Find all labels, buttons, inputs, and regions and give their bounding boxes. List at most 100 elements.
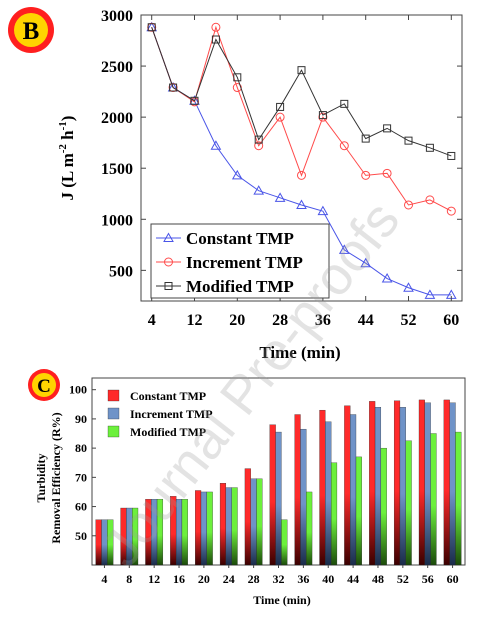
bar-modified-tmp	[405, 440, 412, 566]
bar-chart-x-tick-label: 8	[126, 572, 132, 586]
data-point-increment-tmp	[339, 141, 349, 151]
line-chart-y-tick-label: 1000	[101, 212, 133, 229]
data-point-constant-tmp	[231, 169, 243, 180]
line-chart-x-tick-label: 52	[401, 312, 417, 329]
data-point-constant-tmp	[403, 282, 414, 292]
legend-swatch-modified-tmp	[107, 425, 120, 438]
data-point-constant-tmp	[253, 185, 265, 195]
data-point-constant-tmp	[338, 244, 350, 254]
series-increment-tmp	[147, 22, 456, 216]
bar-chart-x-axis-label: Time (min)	[253, 593, 310, 607]
line-chart-x-tick-label: 44	[358, 312, 374, 329]
legend-label-constant-tmp: Constant TMP	[186, 229, 294, 248]
bar-chart-x-tick-label: 36	[297, 572, 309, 586]
data-point-increment-tmp	[275, 112, 285, 122]
bar-chart-x-tick-label: 4	[101, 572, 107, 586]
bar-chart-x-tick-label: 52	[397, 572, 409, 586]
data-point-increment-tmp	[211, 22, 221, 32]
legend-label-increment-tmp: Increment TMP	[130, 407, 213, 421]
bar-modified-tmp	[430, 433, 437, 566]
line-chart-marks	[146, 21, 457, 299]
bar-chart-x-tick-label: 28	[248, 572, 260, 586]
bar-chart-legend: Constant TMP Increment TMP Modified TMP	[107, 389, 213, 439]
bar-increment-tmp	[250, 478, 257, 566]
bar-modified-tmp	[306, 491, 313, 566]
bar-modified-tmp	[355, 456, 362, 566]
bar-modified-tmp	[156, 499, 164, 566]
line-chart-y-label-main: J (L m	[58, 153, 77, 200]
bar-chart-x-tick-label: 40	[322, 572, 334, 586]
legend-swatch-marker	[163, 232, 174, 242]
bar-increment-tmp	[399, 407, 406, 566]
bar-increment-tmp	[200, 491, 207, 566]
series-modified-tmp	[147, 23, 456, 160]
line-chart-y-tick-label: 1500	[101, 161, 133, 178]
data-point-increment-tmp	[446, 206, 456, 216]
bar-increment-tmp	[300, 428, 307, 566]
line-chart-x-tick-label: 28	[272, 312, 288, 329]
bar-modified-tmp	[181, 499, 188, 566]
line-chart-y-label-sup1: -2	[57, 144, 69, 154]
bar-chart-x-ticks: 4 8 12 16 20 24 28 32 36 40 44 48 52 56 60	[101, 565, 459, 586]
data-point-constant-tmp	[360, 257, 372, 268]
bar-constant-tmp	[443, 399, 450, 566]
bar-chart-y-axis-label-line1: Turbidity	[34, 454, 48, 503]
bar-chart-x-tick-label: 16	[173, 572, 185, 586]
bar-chart-y-tick-label: 100	[69, 383, 87, 397]
data-point-constant-tmp	[381, 273, 393, 283]
bar-constant-tmp	[244, 468, 251, 566]
data-point-modified-tmp	[425, 143, 434, 152]
panel-c-badge: C	[28, 369, 60, 401]
bar-chart-x-tick-label: 12	[148, 572, 160, 586]
legend-label-modified-tmp: Modified TMP	[186, 277, 294, 296]
bar-modified-tmp	[231, 487, 238, 566]
line-chart-y-tick-label: 500	[109, 263, 133, 280]
data-point-modified-tmp	[361, 134, 370, 143]
bar-chart-x-tick-label: 24	[223, 572, 235, 586]
bar-modified-tmp	[380, 447, 387, 566]
bar-modified-tmp	[256, 478, 263, 566]
legend-label-modified-tmp: Modified TMP	[130, 425, 206, 439]
data-point-increment-tmp	[254, 141, 264, 151]
line-chart-legend: Constant TMP Increment TMP Modified TMP	[150, 223, 330, 299]
line-chart-x-tick-label: 60	[443, 312, 459, 329]
bar-increment-tmp	[449, 402, 456, 566]
line-chart-x-ticks: 4 12 20 28 36 44 52 60	[148, 15, 459, 329]
bar-constant-tmp	[319, 409, 326, 566]
data-point-modified-tmp	[276, 102, 285, 111]
data-point-increment-tmp	[297, 170, 306, 180]
series-line-increment-tmp	[151, 25, 452, 212]
data-point-constant-tmp	[274, 192, 286, 202]
bar-constant-tmp	[294, 414, 301, 566]
legend-swatch-constant-tmp	[107, 389, 120, 402]
bar-chart-y-tick-label: 60	[75, 500, 87, 514]
line-chart-y-tick-label: 3000	[101, 8, 133, 25]
line-chart-x-tick-label: 36	[315, 312, 331, 329]
bar-constant-tmp	[418, 399, 425, 566]
data-point-modified-tmp	[147, 23, 156, 32]
data-point-modified-tmp	[340, 99, 349, 108]
line-chart-x-tick-label: 12	[187, 312, 203, 329]
panel-b-badge: B	[8, 7, 54, 53]
legend-swatch-increment-tmp	[107, 407, 120, 420]
line-chart-y-tick-label: 2000	[101, 110, 133, 127]
data-point-modified-tmp	[447, 151, 456, 160]
data-point-modified-tmp	[211, 35, 220, 44]
series-constant-tmp	[146, 21, 457, 299]
series-line-constant-tmp	[151, 27, 452, 296]
line-chart-y-label-sup2: -1	[57, 121, 69, 130]
line-chart-y-tick-label: 2500	[101, 59, 133, 76]
line-chart-x-tick-label: 4	[148, 312, 156, 329]
bar-chart-y-ticks: 50 60 70 80 90 100	[69, 383, 96, 543]
bar-constant-tmp	[393, 400, 401, 566]
data-point-increment-tmp	[425, 195, 435, 205]
line-chart-y-axis-label: J (L m-2 h-1)	[57, 116, 77, 201]
bar-constant-tmp	[219, 483, 227, 566]
data-point-modified-tmp	[169, 83, 178, 92]
bar-modified-tmp	[107, 519, 114, 566]
data-point-modified-tmp	[254, 135, 263, 144]
bar-increment-tmp	[325, 421, 332, 566]
data-point-modified-tmp	[404, 136, 413, 145]
